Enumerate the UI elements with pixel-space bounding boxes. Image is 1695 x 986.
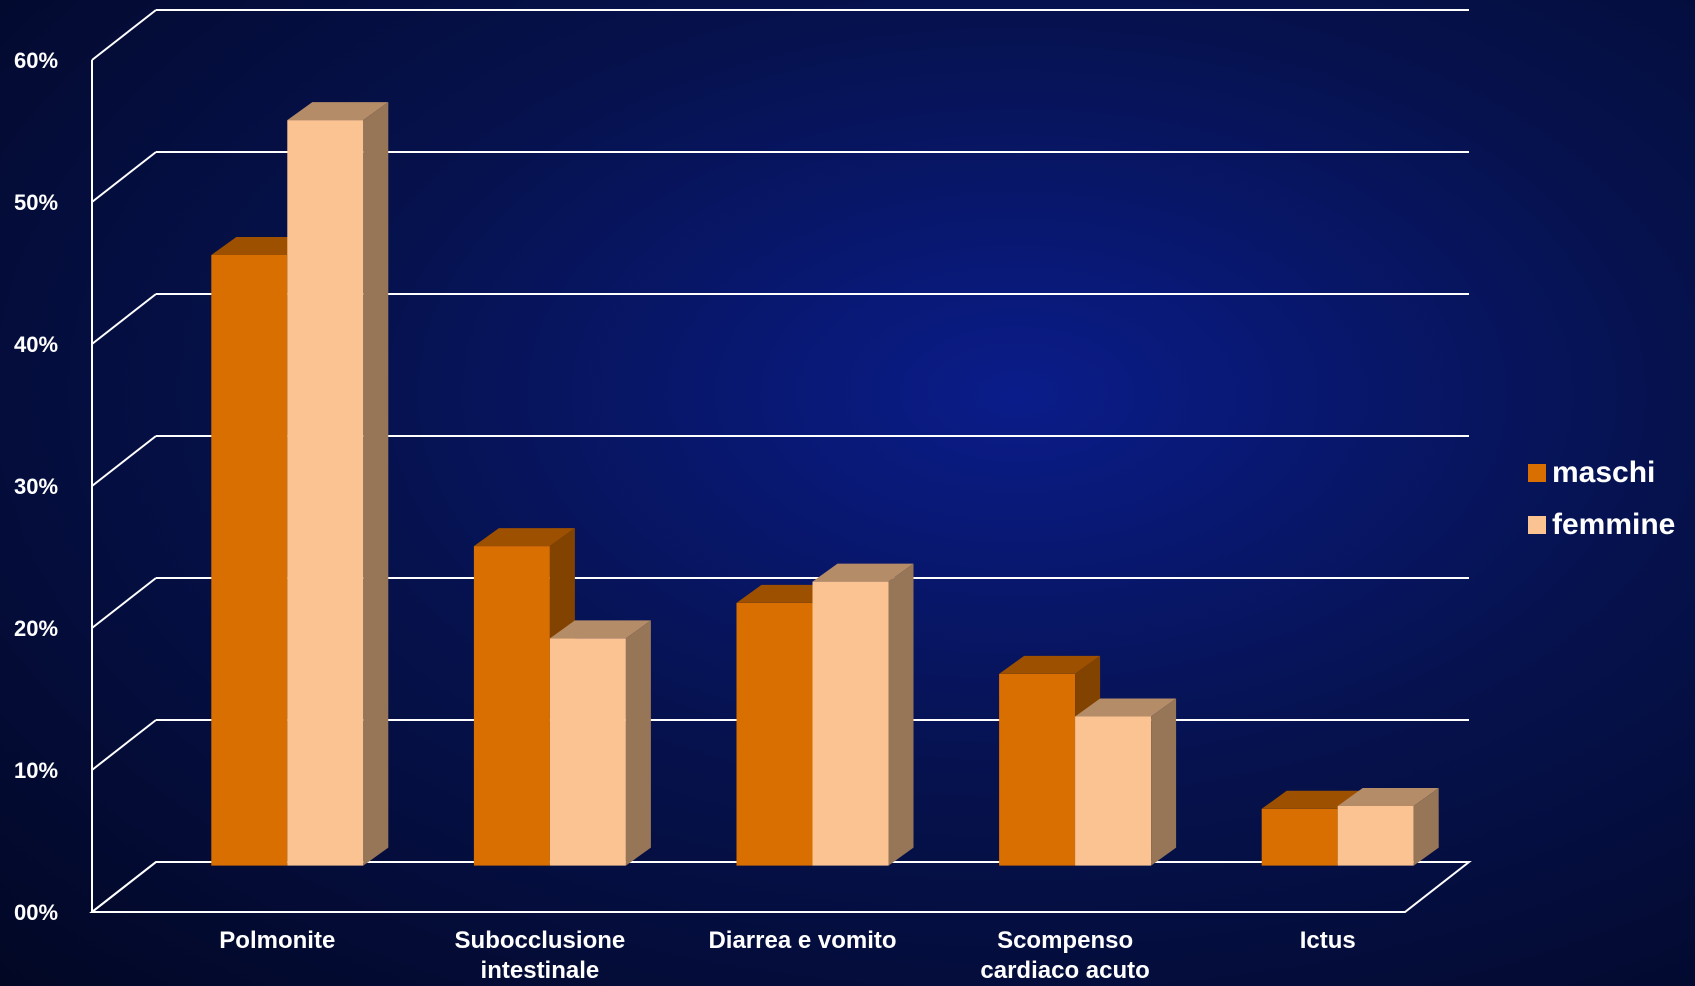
legend-label-femmine: femmine bbox=[1552, 508, 1675, 541]
side-wall-line bbox=[91, 151, 157, 203]
bar-top-face bbox=[473, 528, 575, 547]
legend-label-maschi: maschi bbox=[1552, 456, 1655, 489]
bar-front-face bbox=[473, 546, 550, 866]
bar-femmine bbox=[1075, 698, 1177, 866]
y-tick-label: 20% bbox=[14, 616, 58, 641]
bar-side-face bbox=[888, 563, 914, 866]
bar-side-face bbox=[1413, 787, 1439, 866]
legend: maschi femmine bbox=[1528, 456, 1675, 541]
y-tick-label: 30% bbox=[14, 474, 58, 499]
legend-swatch-femmine bbox=[1528, 516, 1546, 534]
bar-front-face bbox=[1261, 808, 1338, 866]
x-category-label: Ictus bbox=[1300, 927, 1356, 954]
x-category-label-line: cardiaco acuto bbox=[980, 957, 1149, 984]
chart-floor bbox=[89, 861, 1472, 913]
x-category-label: Subocclusione intestinale bbox=[455, 927, 626, 984]
y-tick-label: 50% bbox=[14, 190, 58, 215]
x-category-label: Scompenso cardiaco acuto bbox=[980, 927, 1149, 984]
y-tick-label: 10% bbox=[14, 758, 58, 783]
bar-top-face bbox=[999, 655, 1101, 674]
y-tick-label: 00% bbox=[14, 900, 58, 925]
bar-femmine bbox=[1337, 787, 1439, 866]
bar-femmine bbox=[549, 620, 651, 866]
x-category-label-line: Diarrea e vomito bbox=[708, 927, 896, 954]
bar-side-face bbox=[1151, 698, 1177, 866]
bar-top-face bbox=[287, 102, 389, 121]
bar-front-face bbox=[287, 120, 364, 866]
x-category-label: Diarrea e vomito bbox=[708, 927, 896, 954]
side-wall-line bbox=[91, 435, 157, 487]
bar-femmine bbox=[812, 563, 914, 866]
bar-front-face bbox=[549, 638, 626, 866]
x-category-label-line: Subocclusione bbox=[455, 927, 626, 954]
bar-top-face bbox=[549, 620, 651, 639]
side-wall-line bbox=[91, 9, 157, 61]
x-category-label-line: Polmonite bbox=[219, 927, 335, 954]
side-wall-line bbox=[91, 719, 157, 771]
side-wall-line bbox=[91, 577, 157, 629]
bar-top-face bbox=[1337, 787, 1439, 806]
bar-top-face bbox=[736, 584, 838, 603]
y-tick-label: 40% bbox=[14, 332, 58, 357]
bar-top-face bbox=[211, 237, 313, 255]
bars bbox=[211, 102, 1439, 866]
bar-side-face bbox=[625, 620, 651, 866]
y-axis-tick-labels: 00% 10% 20% 30% 40% 50% 60% bbox=[14, 48, 58, 925]
bar-top-face bbox=[1261, 790, 1363, 809]
bar-front-face bbox=[812, 581, 889, 866]
bar-front-face bbox=[1337, 805, 1414, 866]
x-category-label-line: intestinale bbox=[481, 957, 600, 984]
bar-front-face bbox=[736, 602, 813, 866]
side-wall-line bbox=[91, 293, 157, 345]
x-category-label: Polmonite bbox=[219, 927, 335, 954]
bar-front-face bbox=[211, 255, 288, 866]
bar-femmine bbox=[287, 102, 389, 866]
legend-swatch-maschi bbox=[1528, 464, 1546, 482]
bar-top-face bbox=[1075, 698, 1177, 717]
x-axis-category-labels: Polmonite Subocclusione intestinale Diarrea… bbox=[219, 927, 1355, 984]
x-category-label-line: Ictus bbox=[1300, 927, 1356, 954]
bar-side-face bbox=[363, 102, 389, 866]
bar-front-face bbox=[999, 673, 1076, 866]
x-category-label-line: Scompenso bbox=[997, 927, 1133, 954]
axes bbox=[89, 60, 1472, 913]
bar-front-face bbox=[1075, 716, 1152, 866]
y-tick-label: 60% bbox=[14, 48, 58, 73]
bar-top-face bbox=[812, 563, 914, 582]
